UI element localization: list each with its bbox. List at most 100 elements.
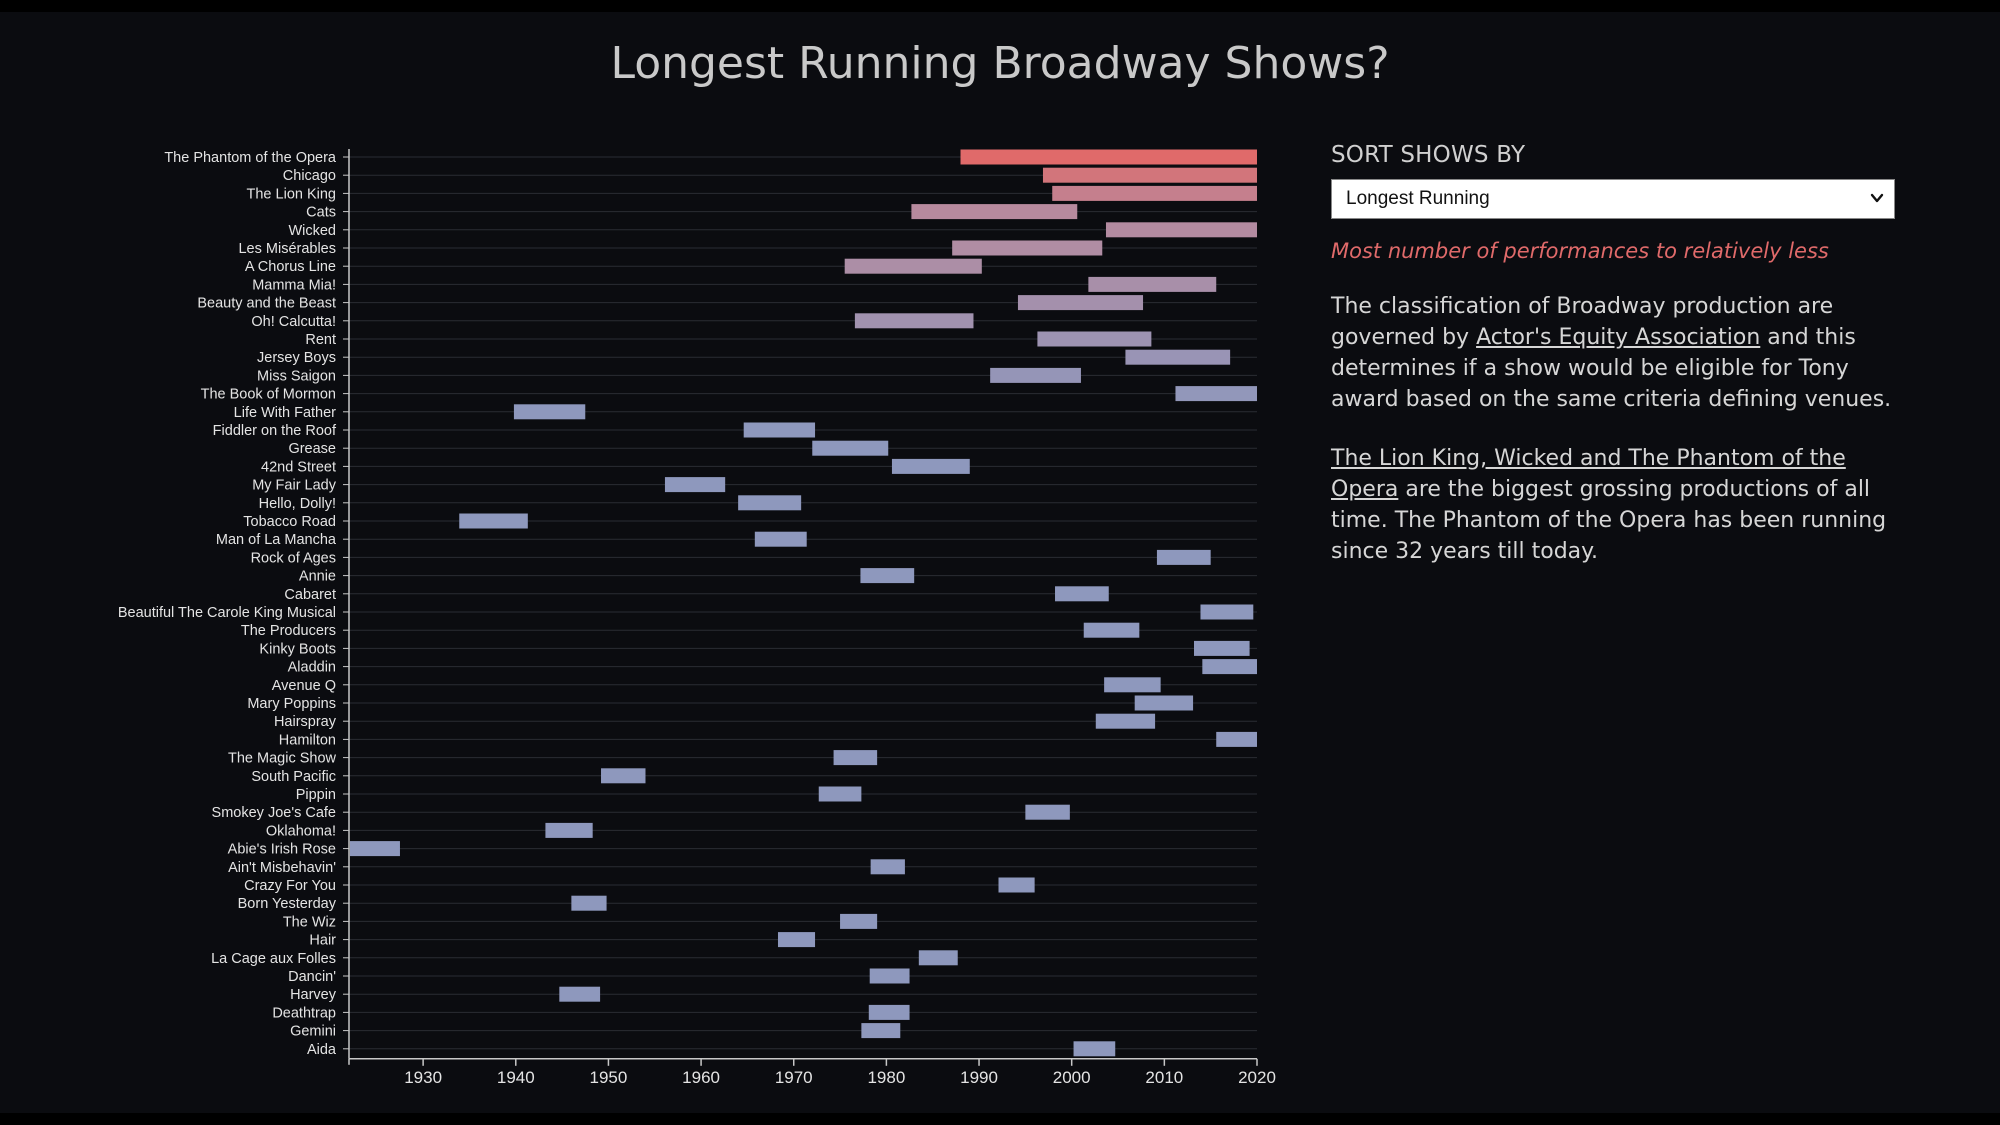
bar (1037, 331, 1152, 347)
category-label: Hamilton (279, 732, 336, 748)
category-label: Oh! Calcutta! (251, 314, 336, 330)
bar (571, 895, 607, 911)
actors-equity-link[interactable]: Actor's Equity Association (1476, 325, 1761, 350)
x-tick-label: 1940 (497, 1068, 535, 1087)
category-label: The Lion King (247, 186, 336, 202)
category-label: The Producers (241, 623, 336, 639)
category-label: Tobacco Road (243, 514, 336, 530)
bar (1125, 349, 1231, 365)
category-label: Rock of Ages (251, 550, 336, 566)
category-label: Hello, Dolly! (259, 496, 336, 512)
category-label: My Fair Lady (252, 478, 337, 494)
bar (891, 458, 970, 474)
category-label: Born Yesterday (238, 896, 337, 912)
bar (1088, 276, 1217, 292)
category-label: South Pacific (251, 769, 336, 785)
sidebar-panel: SORT SHOWS BY Longest Running Most numbe… (1331, 142, 1899, 567)
bar (513, 404, 586, 420)
x-tick-label: 2020 (1238, 1068, 1276, 1087)
bar (1025, 804, 1070, 820)
category-label: Pippin (296, 787, 336, 803)
category-label: Annie (299, 569, 336, 585)
category-label: Rent (305, 332, 336, 348)
sort-select[interactable]: Longest Running (1331, 179, 1895, 219)
category-label: La Cage aux Folles (211, 951, 336, 967)
bar (1055, 586, 1109, 602)
category-label: Cabaret (284, 587, 336, 603)
bar (869, 968, 910, 984)
bar (601, 768, 646, 784)
bar (1104, 677, 1161, 693)
category-label: Cats (306, 205, 336, 221)
category-label: Life With Father (234, 405, 337, 421)
category-label: Mary Poppins (247, 696, 336, 712)
bar (960, 149, 1257, 165)
category-label: Oklahoma! (266, 823, 336, 839)
x-tick-label: 1960 (682, 1068, 720, 1087)
sort-select-value: Longest Running (1346, 188, 1490, 209)
bar (998, 877, 1035, 893)
bar (840, 913, 878, 929)
category-label: Mamma Mia! (252, 277, 336, 293)
bar (952, 240, 1103, 256)
chart-rows (349, 149, 1257, 1057)
category-label: The Wiz (283, 914, 336, 930)
category-label: A Chorus Line (245, 259, 336, 275)
bar (1083, 622, 1140, 638)
sort-hint: Most number of performances to relativel… (1331, 239, 1829, 263)
category-label: The Book of Mormon (201, 387, 336, 403)
x-tick-label: 2000 (1053, 1068, 1091, 1087)
bar (1052, 185, 1257, 201)
category-label: The Phantom of the Opera (164, 150, 337, 166)
bar (738, 495, 802, 511)
category-label: Wicked (288, 223, 336, 239)
bar (777, 932, 816, 948)
sort-label: SORT SHOWS BY (1331, 142, 1526, 168)
bar (860, 568, 915, 584)
category-label: Beauty and the Beast (197, 296, 336, 312)
category-label: Gemini (290, 1024, 336, 1040)
gantt-chart: 1930 1940 1950 1960 1970 1980 1990 2000 2010 2020… (118, 149, 1276, 1087)
bar (911, 204, 1078, 220)
para1-text-before: The classification of Broadway productio… (1331, 294, 1834, 350)
category-label: Grease (288, 441, 336, 457)
x-axis: 1930 1940 1950 1960 1970 1980 1990 2000 2010 2020 (348, 1058, 1276, 1087)
bar (854, 313, 974, 329)
page-title: Longest Running Broadway Shows? (610, 38, 1390, 89)
x-tick-label: 1980 (867, 1068, 905, 1087)
bar (1134, 695, 1194, 711)
bar (1200, 604, 1254, 620)
bar (459, 513, 528, 529)
category-label: Aladdin (288, 660, 336, 676)
bar (1105, 222, 1257, 238)
top-grossing-shows-link[interactable]: The Lion King, Wicked and The Phantom of… (1331, 446, 1846, 502)
category-label: Hairspray (274, 714, 337, 730)
bar (1042, 167, 1257, 183)
category-label: Miss Saigon (257, 368, 336, 384)
category-label: Harvey (290, 987, 337, 1003)
bar (664, 477, 726, 493)
gross-paragraph: The Lion King, Wicked and The Phantom of… (1331, 443, 1899, 567)
category-label: Les Misérables (238, 241, 336, 257)
bar (833, 750, 878, 766)
x-tick-label: 1990 (960, 1068, 998, 1087)
category-label: Chicago (283, 168, 336, 184)
bar (1193, 640, 1250, 656)
bar (1216, 731, 1257, 747)
category-label: 42nd Street (261, 459, 336, 475)
category-label: Aida (307, 1042, 337, 1058)
chevron-down-icon (1870, 193, 1884, 203)
category-label: Man of La Mancha (216, 532, 337, 548)
bar (861, 1023, 901, 1039)
category-label: Abie's Irish Rose (228, 842, 336, 858)
category-label: Dancin' (288, 969, 336, 985)
bar (868, 1004, 910, 1020)
category-label: Ain't Misbehavin' (228, 860, 336, 876)
bar (1095, 713, 1156, 729)
x-tick-label: 1970 (775, 1068, 813, 1087)
category-label: Smokey Joe's Cafe (212, 805, 336, 821)
bar (1156, 549, 1211, 565)
bar (1073, 1041, 1116, 1057)
bar (844, 258, 982, 274)
bar (545, 822, 593, 838)
